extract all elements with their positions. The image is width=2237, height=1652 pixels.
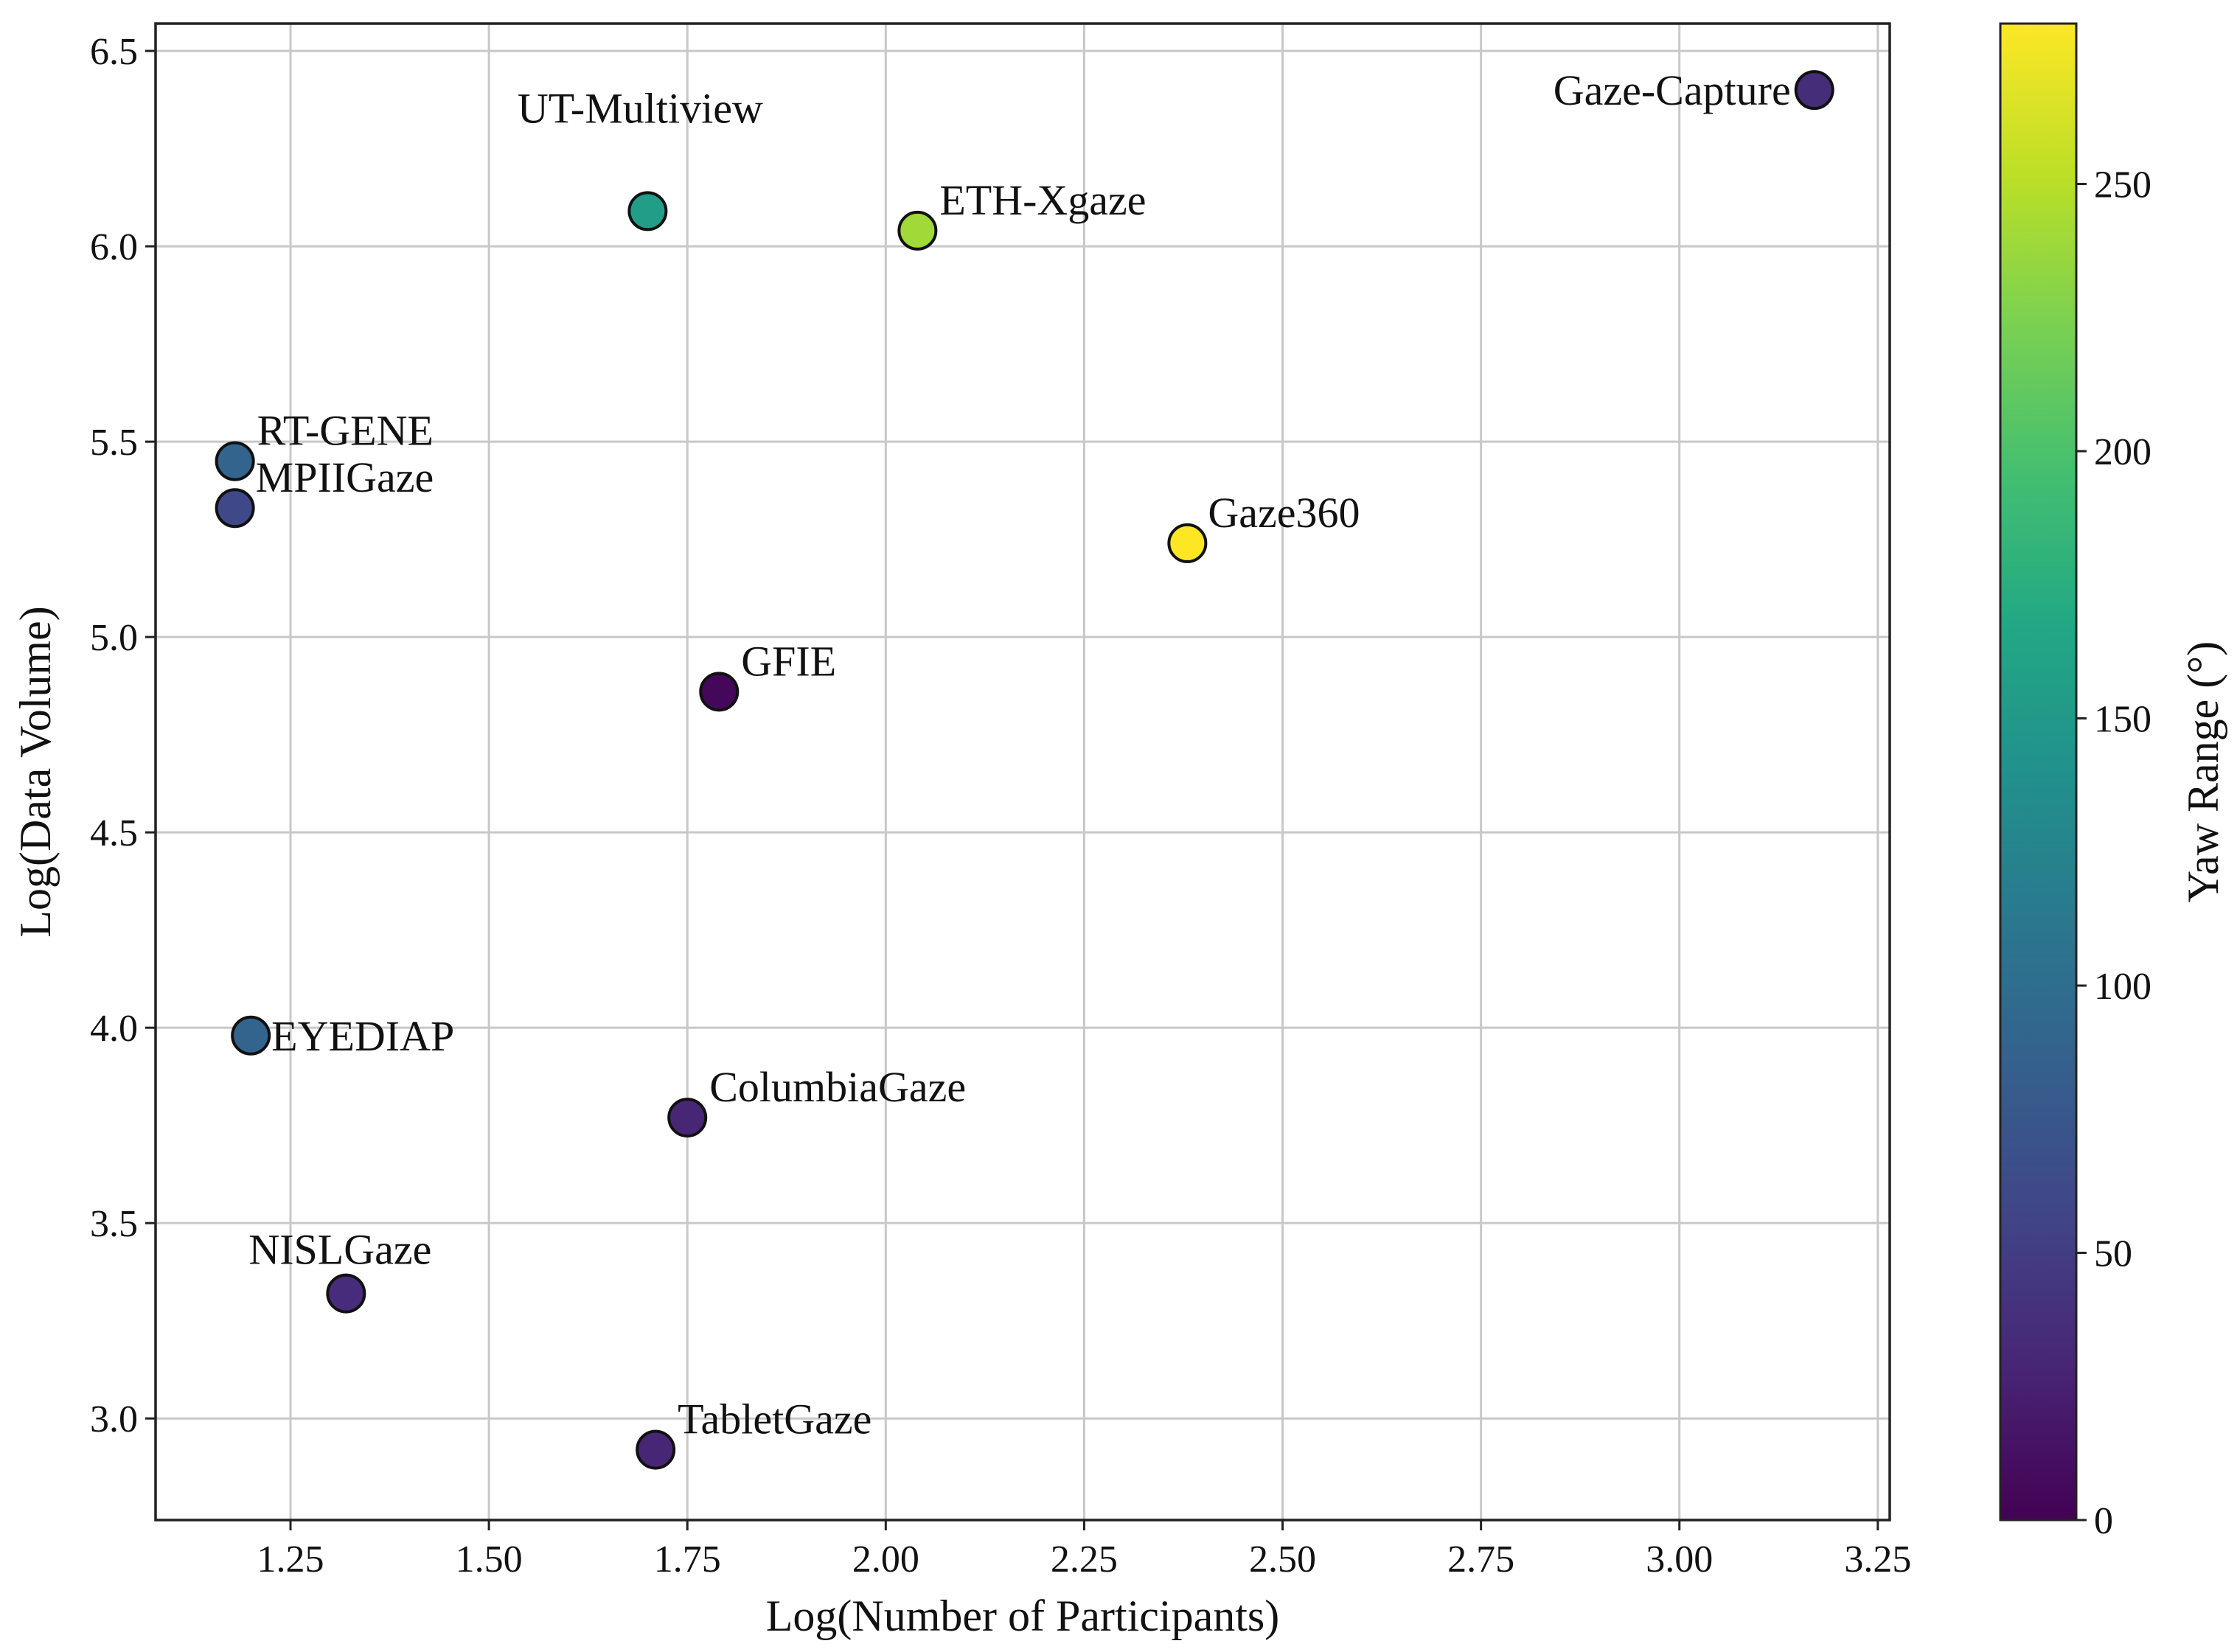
colorbar-tick-label: 250 [2094,164,2151,206]
grid [156,24,1890,1520]
y-tick-label: 6.0 [90,226,138,268]
point-label-eyediap: EYEDIAP [271,1012,454,1060]
data-point-eth-xgaze [897,210,938,251]
colorbar: 0 50 100 150 200 250 Yaw Range (°) [1999,22,2227,1542]
point-label-gfie: GFIE [741,637,836,685]
y-axis-label: Log(Data Volume) [11,606,60,937]
point-label-gaze360: Gaze360 [1208,489,1360,537]
colorbar-tick-label: 50 [2094,1233,2132,1275]
data-points: Gaze-Capture UT-Multiview ETH-Xgaze RT-GENE… [215,66,1834,1470]
data-point-ut-multiview [627,191,668,231]
plot-frame [154,22,1891,1522]
x-tick-label: 2.75 [1447,1538,1514,1580]
y-tick-label: 4.0 [90,1008,138,1050]
point-label-mpiigaze: MPIIGaze [256,453,434,501]
point-label-rt-gene: RT-GENE [257,407,434,455]
x-axis-label: Log(Number of Participants) [766,1592,1279,1640]
data-point-gaze-capture [1794,70,1834,111]
data-point-nislgaze [326,1273,366,1314]
point-label-gaze-capture: Gaze-Capture [1554,66,1791,114]
y-tick-label: 3.5 [90,1203,138,1245]
point-label-ut-multiview: UT-Multiview [518,84,763,132]
x-tick-label: 1.25 [257,1538,324,1580]
data-point-mpiigaze [215,488,255,529]
y-tick-label: 5.0 [90,617,138,659]
y-tick-label: 3.0 [90,1398,138,1440]
y-tick-label: 5.5 [90,422,138,464]
data-point-rt-gene [215,441,255,481]
point-label-columbiagaze: ColumbiaGaze [709,1063,966,1111]
x-tick-label: 2.25 [1051,1538,1118,1580]
colorbar-label: Yaw Range (°) [2179,641,2227,903]
point-label-eth-xgaze: ETH-Xgaze [939,176,1146,224]
data-point-tabletgaze [636,1429,676,1470]
data-point-gfie [699,672,740,712]
data-point-columbiagaze [667,1098,708,1138]
point-label-tabletgaze: TabletGaze [678,1395,872,1443]
colorbar-tick-label: 200 [2094,431,2151,473]
y-tick-label: 6.5 [90,31,138,73]
axis-ticks: 1.25 1.50 1.75 2.00 2.25 2.50 2.75 3.00 3.25 3.0 3… [90,31,1911,1580]
x-tick-label: 1.75 [654,1538,721,1580]
x-tick-label: 3.00 [1646,1538,1713,1580]
colorbar-tick-label: 150 [2094,699,2151,741]
data-point-eyediap [231,1015,271,1056]
colorbar-ticks: 0 50 100 150 200 250 [2076,164,2151,1542]
colorbar-tick-label: 100 [2094,966,2151,1008]
x-tick-label: 1.50 [456,1538,523,1580]
x-tick-label: 2.50 [1249,1538,1316,1580]
point-label-nislgaze: NISLGaze [248,1226,431,1274]
colorbar-tick-label: 0 [2094,1500,2113,1542]
x-tick-label: 3.25 [1844,1538,1911,1580]
data-point-gaze360 [1167,523,1208,563]
y-tick-label: 4.5 [90,812,138,854]
colorbar-gradient [1999,22,2078,1522]
x-tick-label: 2.00 [852,1538,919,1580]
